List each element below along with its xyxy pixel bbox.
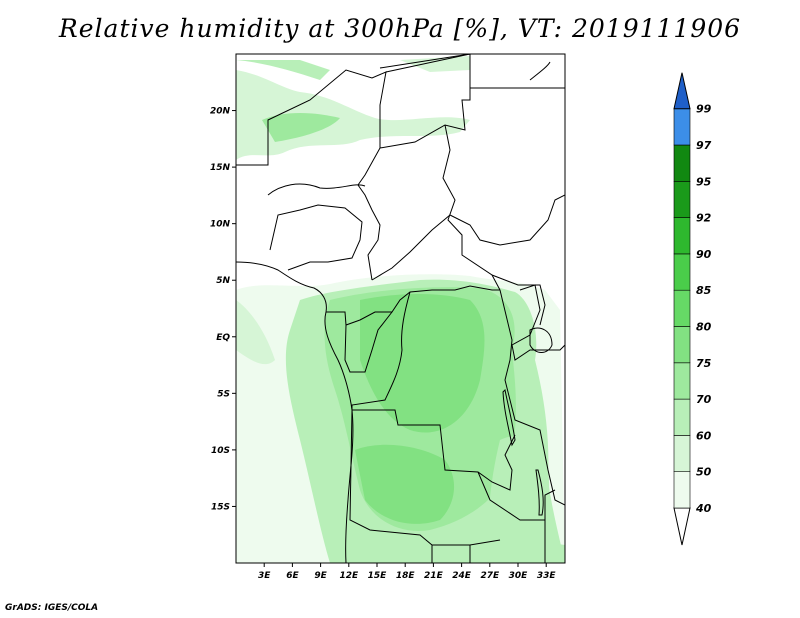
lon-tick-label: 21E [424, 571, 444, 581]
humidity-region-south [355, 444, 455, 524]
colorbar-label: 99 [696, 103, 712, 116]
lake-tanganyika [502, 388, 516, 447]
colorbar-swatch [673, 471, 691, 509]
border-east-africa-2 [511, 284, 565, 361]
lon-tick-label: 24E [452, 571, 472, 581]
border-congo-2 [344, 311, 393, 373]
lon-tick-label: 30E [509, 571, 529, 581]
lon-tick-label: 12E [339, 571, 359, 581]
country-borders [236, 54, 565, 563]
lat-tick-label: 15N [210, 163, 231, 173]
colorbar-swatch [673, 108, 691, 146]
colorbar-swatch [673, 253, 691, 291]
coastline-west-africa [236, 261, 354, 563]
humidity-region-west-coast [236, 300, 275, 365]
humidity-region-north-edge [400, 56, 470, 72]
lon-tick-label: 33E [537, 571, 557, 581]
border-zambia [477, 471, 556, 521]
lon-tick-label: 3E [258, 571, 271, 581]
humidity-region-north-core-2 [262, 113, 340, 142]
colorbar: 40 50 60 70 75 80 85 90 92 95 97 99 [673, 72, 712, 546]
border-nigeria [267, 183, 366, 271]
colorbar-label: 95 [696, 175, 712, 188]
colorbar-swatch [673, 326, 691, 364]
lon-tick-label: 27E [480, 571, 500, 581]
colorbar-label: 92 [696, 212, 712, 225]
colorbar-label: 80 [696, 321, 712, 334]
colorbar-label: 75 [696, 357, 712, 370]
latitude-labels: 20N 15N 10N 5N EQ 5S 10S 15S [210, 107, 236, 512]
lat-tick-label: 10N [210, 220, 231, 230]
lat-tick-label: 5S [217, 389, 230, 399]
humidity-region-north-core [236, 60, 330, 80]
border-sudan [449, 54, 565, 246]
colorbar-swatch [673, 217, 691, 255]
lake-malawi [535, 469, 544, 516]
border-south [431, 520, 546, 563]
colorbar-label: 50 [696, 466, 712, 479]
colorbar-label: 97 [696, 139, 712, 152]
border-east-africa-1 [499, 289, 565, 506]
humidity-region-core [360, 294, 485, 433]
colorbar-swatch [673, 398, 691, 436]
colorbar-label: 90 [696, 248, 712, 261]
lon-tick-label: 15E [368, 571, 388, 581]
humidity-shading [236, 54, 565, 563]
border-drc [351, 291, 516, 491]
map-frame [235, 53, 566, 564]
border-chad [379, 54, 565, 291]
lake-victoria [529, 327, 553, 353]
colorbar-swatch [673, 362, 691, 400]
grads-credit: GrADS: IGES/COLA [5, 603, 99, 613]
lat-tick-label: 5N [216, 276, 230, 286]
lon-tick-label: 18E [396, 571, 416, 581]
humidity-region-southeast [488, 436, 565, 563]
colorbar-swatch [673, 144, 691, 182]
lon-tick-label: 9E [314, 571, 327, 581]
colorbar-low-triangle [673, 507, 691, 546]
lon-tick-label: 6E [286, 571, 299, 581]
lat-tick-label: 10S [211, 446, 230, 456]
lat-tick-label: EQ [216, 333, 230, 343]
colorbar-swatch [673, 181, 691, 218]
colorbar-swatch [673, 435, 691, 472]
lat-tick-label: 15S [211, 502, 230, 512]
colorbar-label: 60 [696, 429, 712, 442]
humidity-region-southwest [236, 377, 320, 563]
lat-tick-label: 20N [210, 107, 231, 117]
border-egypt-edge [379, 54, 471, 69]
colorbar-label: 85 [696, 284, 712, 297]
colorbar-swatch [673, 289, 691, 327]
colorbar-high-triangle [673, 72, 691, 110]
colorbar-label: 40 [695, 502, 712, 515]
border-car [371, 214, 546, 326]
longitude-labels: 3E 6E 9E 12E 15E 18E 21E 24E 27E 30E 33E [258, 563, 556, 581]
map-title: Relative humidity at 300hPa [%], VT: 201… [58, 14, 742, 43]
colorbar-label: 70 [696, 393, 712, 406]
red-sea-coast [529, 61, 551, 81]
